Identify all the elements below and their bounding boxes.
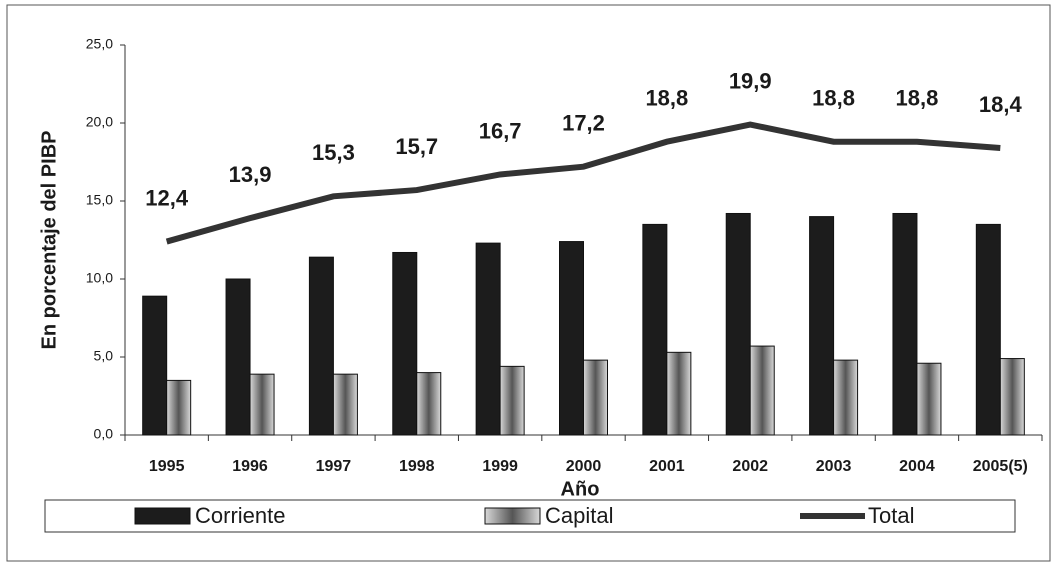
y-tick-label: 25,0 <box>86 36 113 52</box>
bar <box>225 278 251 436</box>
x-tick-label: 1999 <box>482 458 518 475</box>
x-tick-label: 1995 <box>149 458 185 475</box>
bar <box>166 379 192 436</box>
bar <box>416 372 442 436</box>
y-axis-title: En porcentaje del PIBP <box>38 131 60 350</box>
legend-label: Capital <box>545 503 613 528</box>
y-tick-label: 5,0 <box>94 348 114 364</box>
x-tick-label: 2002 <box>732 458 768 475</box>
bar <box>999 358 1025 436</box>
value-label: 15,7 <box>395 134 438 159</box>
bar <box>833 359 859 436</box>
bar <box>916 362 942 436</box>
value-label: 18,8 <box>812 86 855 111</box>
frame <box>6 4 1051 562</box>
bar <box>725 212 751 436</box>
legend-label: Corriente <box>195 503 285 528</box>
bar <box>559 241 584 436</box>
bar <box>583 359 608 436</box>
x-tick-label: 1998 <box>399 458 435 475</box>
value-label: 13,9 <box>229 162 272 187</box>
bar <box>392 251 418 436</box>
x-tick-label: 2001 <box>649 458 685 475</box>
y-tick-label: 10,0 <box>86 270 113 286</box>
bar <box>499 365 525 436</box>
x-tick-label: 2004 <box>899 458 935 475</box>
bar <box>475 242 501 436</box>
value-label: 19,9 <box>729 68 772 93</box>
bar <box>749 345 775 436</box>
bar <box>249 373 275 436</box>
legend-swatch <box>484 507 541 525</box>
y-tick-label: 0,0 <box>94 426 114 442</box>
y-tick-label: 15,0 <box>86 192 113 208</box>
x-tick-label: 2005(5) <box>973 458 1028 475</box>
bar <box>142 295 168 436</box>
legend-swatch <box>134 507 191 525</box>
bar <box>892 212 918 436</box>
x-tick-label: 2003 <box>816 458 852 475</box>
x-axis-title: Año <box>561 478 600 500</box>
x-tick-label: 1997 <box>316 458 352 475</box>
value-label: 18,4 <box>979 92 1023 117</box>
value-label: 18,8 <box>896 86 939 111</box>
legend-label: Total <box>868 503 914 528</box>
y-tick-label: 20,0 <box>86 114 113 130</box>
line <box>165 121 1001 245</box>
bar <box>642 223 668 436</box>
bar <box>809 216 835 436</box>
value-label: 16,7 <box>479 118 522 143</box>
x-tick-label: 1996 <box>232 458 268 475</box>
value-label: 15,3 <box>312 140 355 165</box>
value-label: 17,2 <box>562 110 605 135</box>
x-tick-label: 2000 <box>566 458 602 475</box>
bar <box>666 351 692 436</box>
bar <box>975 223 1001 436</box>
bar <box>332 373 358 436</box>
value-label: 18,8 <box>645 86 688 111</box>
bar <box>308 256 334 436</box>
value-label: 12,4 <box>145 185 189 210</box>
